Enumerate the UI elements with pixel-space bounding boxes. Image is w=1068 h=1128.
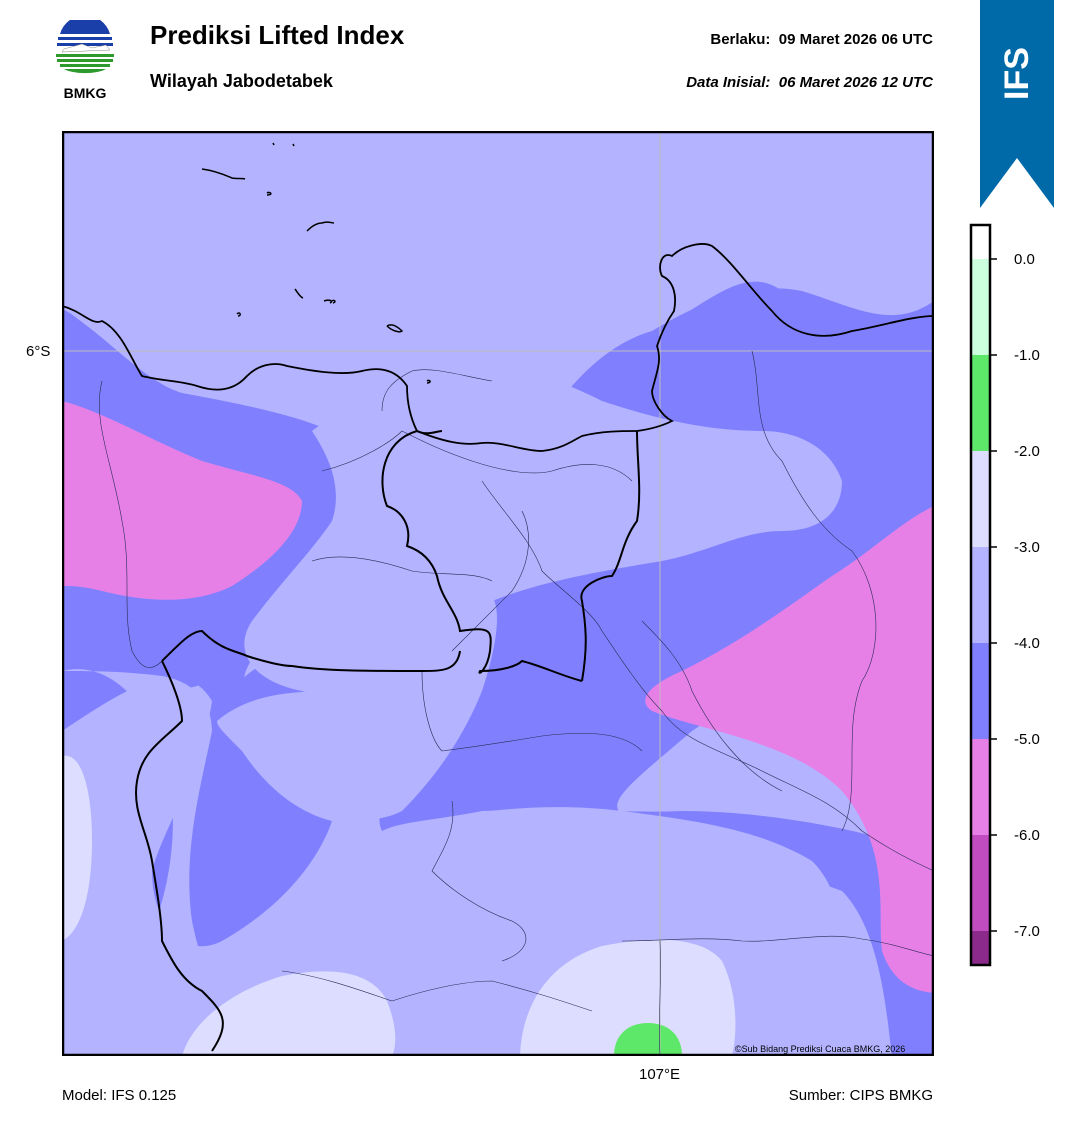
init-label: Data Inisial: — [686, 74, 771, 91]
valid-value: 09 Maret 2026 06 UTC — [778, 31, 933, 48]
colorbar-band — [971, 547, 990, 643]
colorbar-band — [971, 739, 990, 835]
colorbar-tick-label: -4.0 — [1014, 635, 1040, 652]
colorbar-tick-label: -5.0 — [1014, 731, 1040, 748]
colorbar-tick-label: -2.0 — [1014, 443, 1040, 460]
colorbar-frame — [969, 223, 992, 967]
colorbar-tick-label: 0.0 — [1014, 251, 1035, 268]
bmkg-logo: BMKG — [56, 20, 114, 100]
ribbon-text: IFS — [998, 47, 1036, 100]
contour-band-region — [520, 939, 736, 1056]
contour-band-region — [382, 807, 836, 968]
colorbar-tick-label: -1.0 — [1014, 347, 1040, 364]
contour-band-region — [62, 755, 92, 941]
page-subtitle: Wilayah Jabodetabek — [150, 71, 333, 91]
colorbar-band — [971, 259, 990, 355]
lifted-index-map — [62, 131, 934, 1056]
coastline — [62, 243, 934, 452]
valid-label: Berlaku: — [710, 31, 771, 48]
regency-boundaries — [99, 350, 934, 1056]
init-value: 06 Maret 2026 12 UTC — [778, 74, 933, 91]
islands — [201, 142, 431, 384]
valid-time: Berlaku: 09 Maret 2026 06 UTC — [710, 31, 933, 48]
contour-band-region — [645, 506, 934, 993]
source-info: Sumber: CIPS BMKG — [788, 1087, 933, 1104]
map-frame — [62, 131, 934, 1056]
contour-band-region — [217, 591, 497, 821]
contour-band-region — [62, 669, 242, 1056]
colorbar-band — [971, 355, 990, 451]
contour-band-region — [62, 131, 934, 375]
colorbar: 0.0 -1.0 -2.0 -3.0 -4.0 -5.0 -6.0 -7.0 — [969, 223, 1040, 967]
colorbar-bands — [971, 225, 990, 965]
colorbar-band — [971, 931, 990, 965]
colorbar-tick-label: -6.0 — [1014, 827, 1040, 844]
lon-tick-label: 107°E — [639, 1066, 681, 1083]
model-info: Model: IFS 0.125 — [62, 1087, 177, 1104]
init-time: Data Inisial: 06 Maret 2026 12 UTC — [686, 74, 933, 91]
page-title: Prediksi Lifted Index — [150, 20, 405, 50]
colorbar-band — [971, 643, 990, 739]
contour-band-region — [614, 1023, 682, 1056]
logo-text: BMKG — [64, 85, 107, 100]
colorbar-band — [971, 835, 990, 931]
colorbar-band — [971, 225, 990, 259]
colorbar-tick-label: -3.0 — [1014, 539, 1040, 556]
lat-tick-label: 6°S — [26, 343, 51, 360]
map-credit: ©Sub Bidang Prediksi Cuaca BMKG, 2026 — [735, 1044, 906, 1054]
contour-band-region — [182, 971, 396, 1056]
contour-band-region — [244, 360, 842, 695]
colorbar-tick-label: -7.0 — [1014, 923, 1040, 940]
colorbar-band — [971, 451, 990, 547]
colorbar-ticks: 0.0 -1.0 -2.0 -3.0 -4.0 -5.0 -6.0 -7.0 — [990, 251, 1040, 940]
model-ribbon: IFS — [980, 0, 1054, 208]
contour-band-region — [62, 401, 302, 600]
